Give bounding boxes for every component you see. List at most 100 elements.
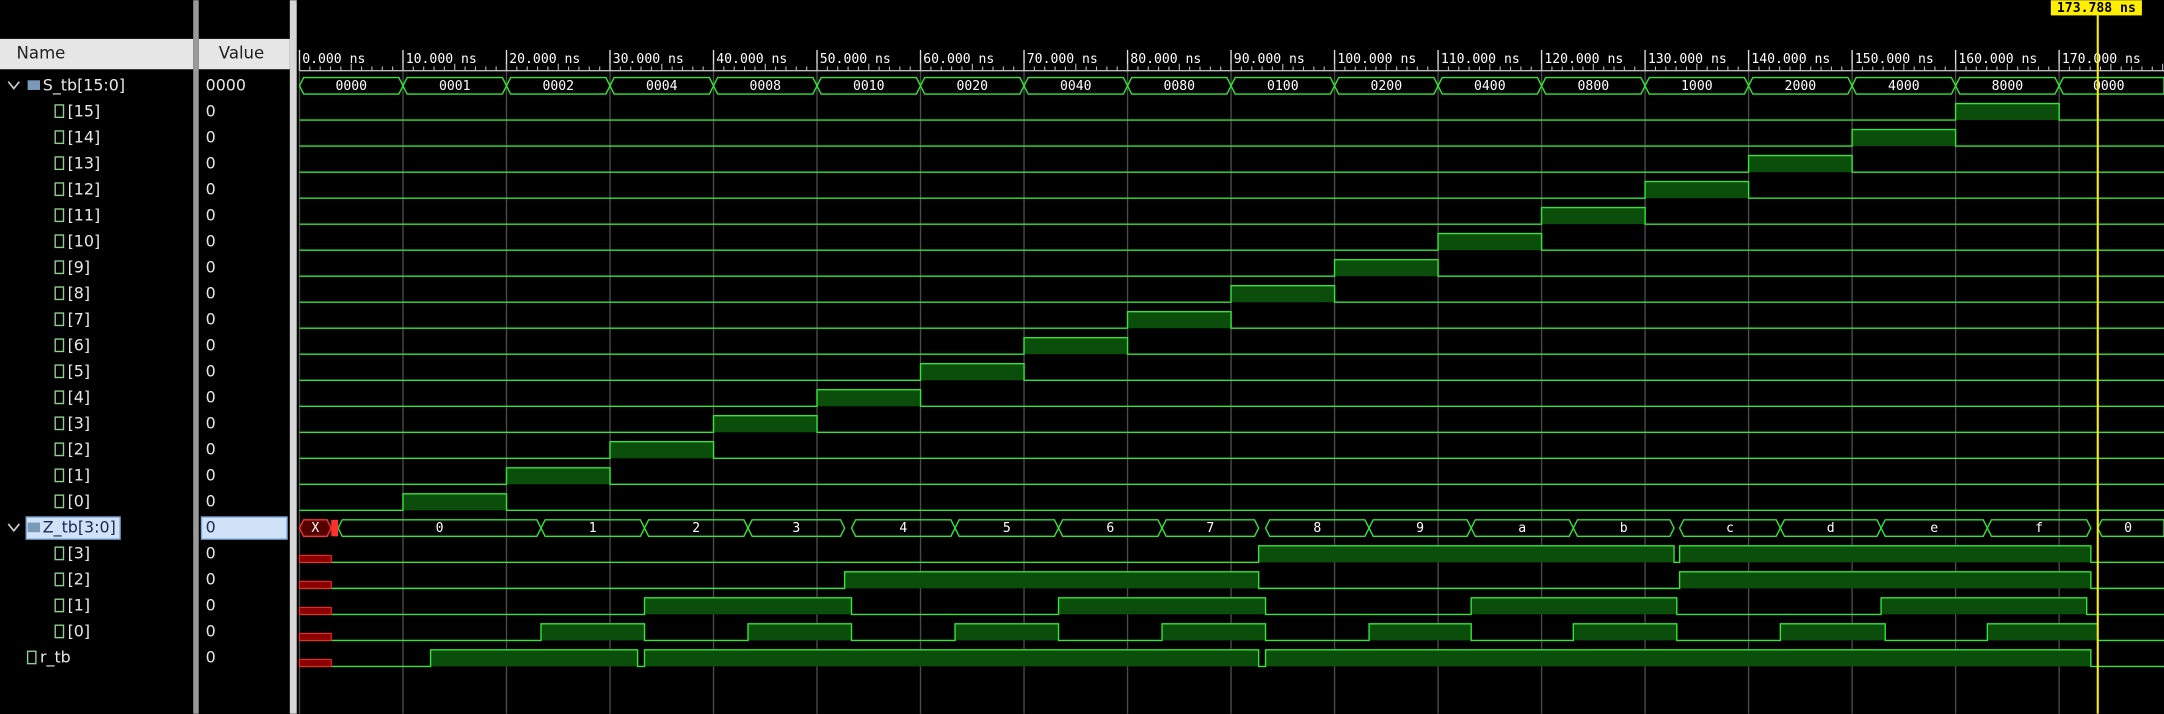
signal-name[interactable]: [0]	[68, 492, 90, 511]
signal-name[interactable]: [6]	[68, 335, 90, 354]
unknown-level	[298, 554, 332, 563]
signal-name[interactable]: [8]	[68, 283, 90, 302]
waveform	[299, 545, 2164, 564]
ruler-label: 170.000 ns	[2062, 52, 2141, 67]
signal-name[interactable]: [15]	[68, 101, 101, 120]
high-level	[1679, 545, 2091, 563]
signal-name[interactable]: [5]	[68, 361, 90, 380]
signal-name[interactable]: S_tb[15:0]	[43, 75, 125, 95]
signal-name[interactable]: Z_tb[3:0]	[43, 518, 116, 538]
bus-label: 0004	[646, 79, 678, 94]
signal-name[interactable]: [10]	[68, 231, 101, 250]
ruler-label: 80.000 ns	[1130, 52, 1201, 67]
signal-icon	[54, 364, 65, 379]
waveform	[299, 206, 2164, 225]
high-level	[955, 623, 1059, 641]
bus-label: 0400	[1474, 79, 1506, 94]
selected-value[interactable]	[200, 516, 288, 540]
bus-label: 1	[589, 521, 597, 536]
high-level	[844, 571, 1259, 589]
signal-value: 0	[206, 440, 216, 459]
bus-label: 9	[1416, 521, 1424, 536]
signal-value: 0	[206, 387, 216, 406]
signal-name[interactable]: [13]	[68, 153, 101, 172]
ruler-label: 10.000 ns	[406, 52, 477, 67]
unknown-level	[298, 658, 332, 667]
signal-icon	[54, 598, 65, 613]
signal-name[interactable]: [1]	[68, 596, 90, 615]
bus-label: 0800	[1578, 79, 1610, 94]
signal-name[interactable]: [0]	[68, 622, 90, 641]
high-level	[1645, 181, 1749, 199]
high-level	[1258, 545, 1675, 563]
signal-name[interactable]: [1]	[68, 466, 90, 485]
signal-value: 0	[206, 544, 216, 563]
expand-arrow[interactable]	[7, 523, 20, 533]
signal-name[interactable]: r_tb	[40, 648, 71, 668]
high-level	[817, 389, 921, 407]
bus-label: 2000	[1785, 79, 1817, 94]
signal-name[interactable]: [7]	[68, 309, 90, 328]
signal-name[interactable]: [9]	[68, 257, 90, 276]
name-header[interactable]	[0, 38, 194, 70]
waveform	[299, 102, 2164, 121]
signal-value: 0	[206, 492, 216, 511]
signal-name[interactable]: [12]	[68, 179, 101, 198]
signal-value: 0	[206, 622, 216, 641]
high-level	[1679, 571, 2091, 589]
signal-name[interactable]: [4]	[68, 387, 90, 406]
ruler-label: 160.000 ns	[1958, 52, 2037, 67]
signal-value: 0	[206, 335, 216, 354]
waveform	[299, 467, 2164, 486]
signal-name[interactable]: [2]	[68, 440, 90, 459]
waveform	[299, 232, 2164, 251]
signal-icon	[54, 338, 65, 353]
ruler-label: 150.000 ns	[1855, 52, 1934, 67]
signal-icon	[54, 312, 65, 327]
bus-label: e	[1930, 521, 1938, 536]
bus-label: X	[311, 521, 319, 536]
signal-icon	[26, 650, 37, 665]
signal-icon	[54, 624, 65, 639]
high-level	[1438, 233, 1542, 251]
waveform	[299, 649, 2164, 668]
ruler-label: 70.000 ns	[1027, 52, 1098, 67]
bus-label: 0020	[956, 79, 988, 94]
bus-label: 8	[1313, 521, 1321, 536]
bus-label: 0040	[1060, 79, 1092, 94]
bus-label: 0001	[439, 79, 471, 94]
bus-segment	[747, 519, 846, 538]
waveform	[299, 493, 2164, 512]
ruler-label: 120.000 ns	[1544, 52, 1623, 67]
high-level	[920, 363, 1025, 381]
bus-label: 1000	[1681, 79, 1713, 94]
bus-label: 0200	[1371, 79, 1403, 94]
expand-arrow[interactable]	[7, 81, 20, 90]
ruler-label: 140.000 ns	[1751, 52, 1830, 67]
cursor-label-box	[2050, 0, 2142, 16]
bus-label: 2	[692, 521, 700, 536]
bus-label: 8000	[1992, 79, 2024, 94]
signal-name[interactable]: [3]	[68, 544, 90, 563]
bus-label: 3	[792, 521, 800, 536]
bus-label: 4000	[1888, 79, 1920, 94]
high-level	[644, 649, 1259, 667]
selected-name[interactable]	[25, 516, 121, 540]
signal-name[interactable]: [2]	[68, 570, 90, 589]
bus-icon	[27, 80, 41, 90]
bus-label: c	[1726, 521, 1734, 536]
signal-icon	[54, 416, 65, 431]
high-level	[1573, 623, 1677, 641]
signal-value: 0	[206, 309, 216, 328]
signal-icon	[54, 546, 65, 561]
signal-name[interactable]: [11]	[68, 205, 101, 224]
value-header[interactable]	[198, 38, 290, 70]
unknown-level	[298, 580, 332, 589]
signal-icon	[54, 468, 65, 483]
signal-name[interactable]: [3]	[68, 414, 90, 433]
signal-name[interactable]: [14]	[68, 127, 101, 146]
high-level	[644, 597, 852, 615]
signal-icon	[54, 182, 65, 197]
signal-value: 0	[206, 570, 216, 589]
